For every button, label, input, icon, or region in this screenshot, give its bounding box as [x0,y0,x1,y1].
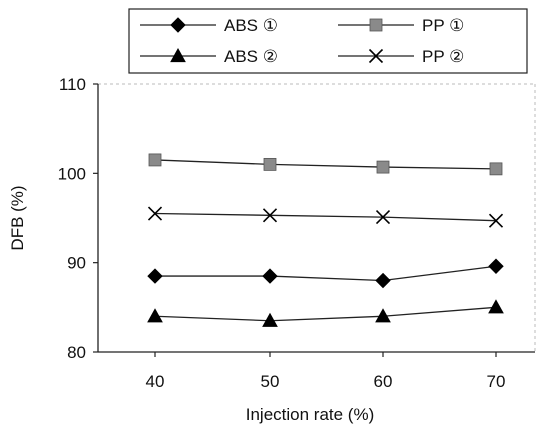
data-point [375,210,391,225]
data-point [262,268,278,284]
data-point [376,160,390,174]
data-point [375,308,391,323]
legend-label: ABS ② [224,47,278,66]
series-line [154,159,497,170]
legend-item: ABS ② [140,47,278,66]
legend: ABS ① PP ① ABS ② PP ② [128,8,528,74]
series-1 [147,258,504,289]
data-point-stroke-b [147,206,163,221]
legend-item: ABS ① [140,16,278,35]
legend-item: PP ② [338,47,464,66]
y-axis-title: DFB (%) [8,185,27,250]
y-tick-label: 110 [59,75,86,94]
data-point [375,272,391,289]
legend-marker [369,18,383,32]
legend-label: PP ① [422,16,464,35]
x-tick-label: 70 [487,372,506,391]
legend-label: PP ② [422,47,464,66]
x-tick-label: 40 [146,372,165,391]
legend-label: ABS ① [224,16,278,35]
data-point [488,299,504,314]
y-tick-label: 80 [67,343,86,362]
x-tick-label: 50 [261,372,280,391]
series-4 [147,206,504,228]
data-point-stroke-b [488,213,504,228]
x-tick-label: 60 [374,372,393,391]
data-point [147,206,163,221]
legend-item: PP ① [338,16,464,35]
data-point-stroke-b [262,208,278,223]
data-point [488,213,504,228]
data-point-stroke-b [375,210,391,225]
y-tick-label: 90 [67,254,86,273]
series-3 [147,299,504,327]
data-point [262,312,278,327]
legend-frame [128,8,528,74]
y-tick-label: 100 [58,164,86,183]
series-2 [148,153,503,176]
legend-marker [170,47,186,63]
series-line [154,306,497,322]
series-line [154,212,497,222]
legend-marker [368,48,384,64]
series-line [155,265,497,282]
data-point [147,308,163,323]
x-axis-title: Injection rate (%) [246,405,375,424]
data-point [263,157,277,171]
legend-marker [170,17,186,33]
plot-area: 80 90 100 110 40 50 60 70 [58,75,536,391]
data-point [148,153,162,167]
legend-marker-stroke-b [368,48,384,64]
data-point [262,208,278,223]
data-point [488,258,504,274]
data-point [147,268,163,284]
data-point [489,162,503,176]
